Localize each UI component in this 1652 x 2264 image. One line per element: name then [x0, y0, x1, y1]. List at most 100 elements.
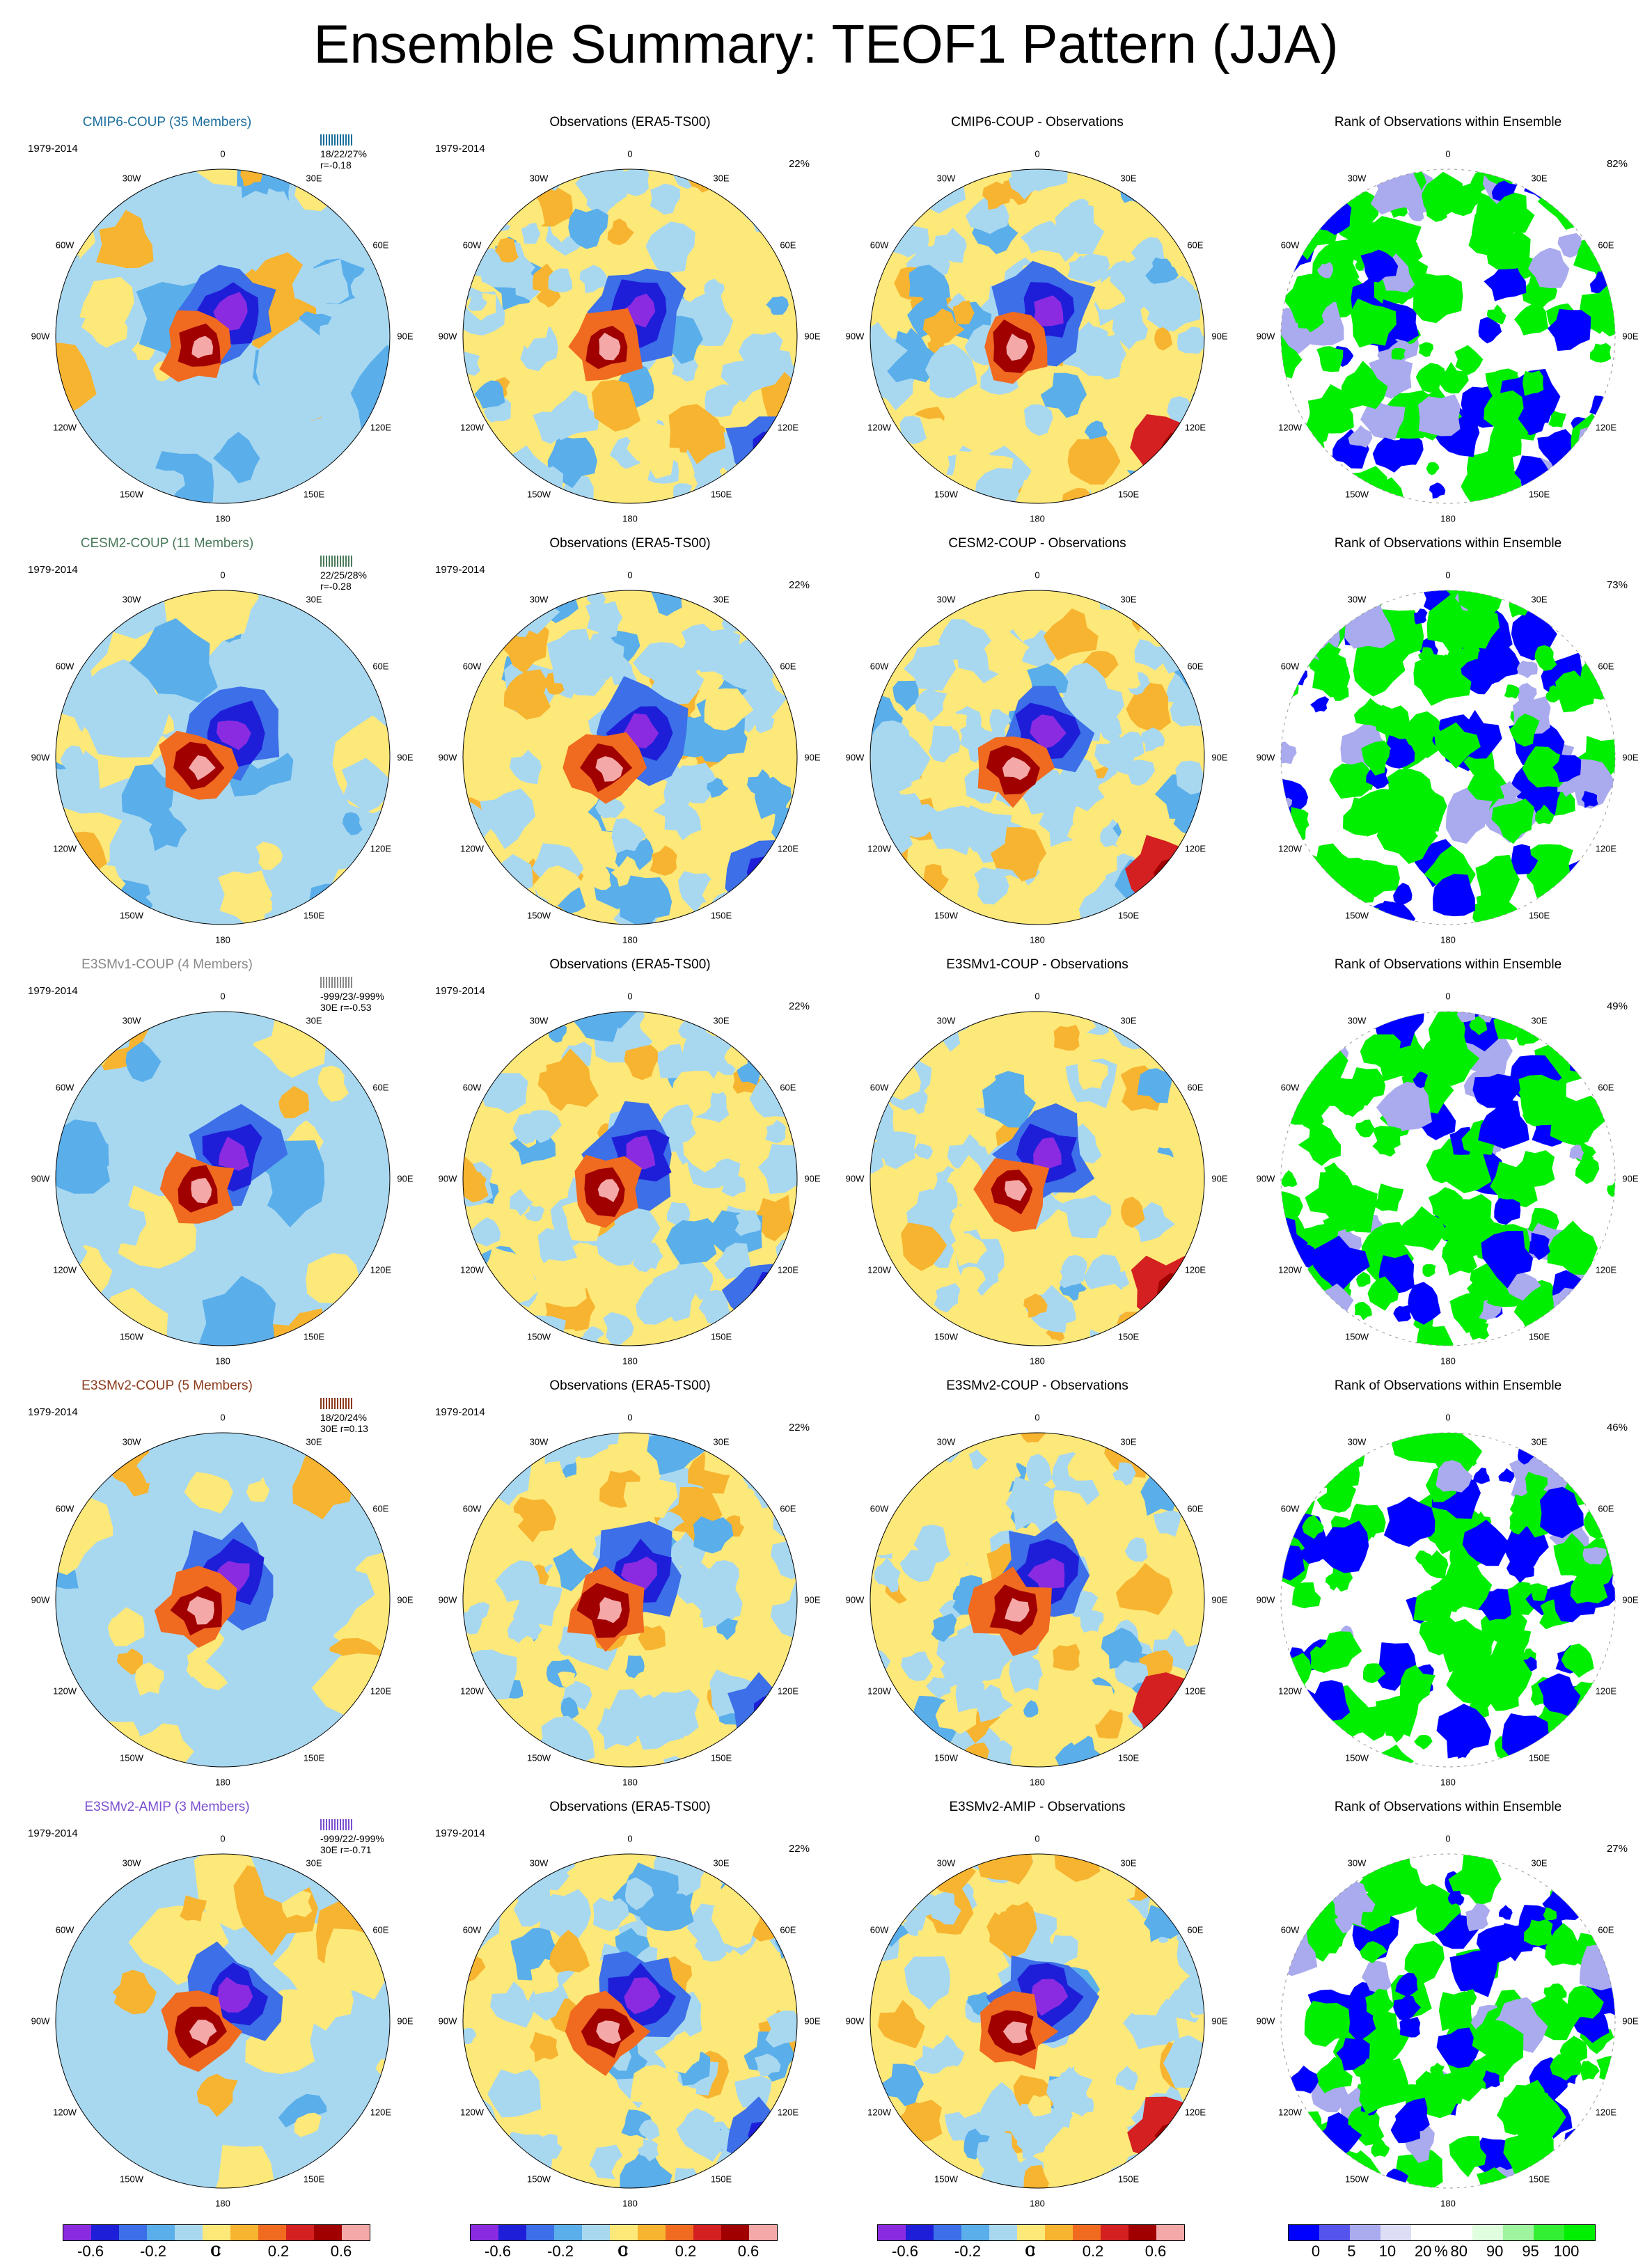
polar-map [55, 590, 391, 925]
correlation-line: r=-0.28 [320, 581, 352, 592]
longitude-label: 0 [1445, 1833, 1451, 1844]
colorbar-tick-label: 0.6 [737, 2242, 760, 2260]
colorbar-tick-label: -0.6 [485, 2242, 511, 2260]
longitude-label: 150E [1117, 910, 1140, 921]
longitude-label: 60E [1187, 661, 1204, 672]
colorbar-unit: C [210, 2242, 221, 2260]
longitude-label: 60E [1598, 1503, 1614, 1514]
longitude-label: 120W [460, 2107, 485, 2118]
longitude-label: 150E [1117, 1331, 1140, 1342]
longitude-label: 30W [529, 1015, 549, 1026]
longitude-label: 90W [1256, 1594, 1275, 1605]
longitude-label: 120W [867, 1264, 892, 1275]
colorbar-tick-label: -0.2 [547, 2242, 574, 2260]
longitude-label: 30W [529, 1857, 549, 1869]
panel-title: Observations (ERA5-TS00) [549, 115, 711, 129]
longitude-label: 90E [397, 2015, 414, 2027]
longitude-label: 90E [1622, 1173, 1639, 1184]
longitude-label: 60W [1280, 239, 1300, 251]
longitude-label: 150W [934, 1331, 958, 1342]
longitude-label: 0 [1445, 148, 1451, 159]
longitude-label: 90E [1211, 331, 1228, 342]
longitude-label: 60E [1598, 661, 1614, 672]
colorbar-tick-label: -0.6 [892, 2242, 918, 2260]
longitude-label: 150W [934, 1752, 958, 1763]
longitude-label: 120E [370, 1685, 392, 1697]
model-panel: E3SMv1-COUP (4 Members) 1979-2014 -999/23/… [28, 957, 418, 1375]
longitude-label: 90E [1211, 752, 1228, 763]
longitude-label: 30W [936, 1015, 956, 1026]
longitude-label: 150E [710, 910, 732, 921]
longitude-label: 60W [870, 1082, 889, 1093]
longitude-label: 120E [1595, 843, 1617, 854]
longitude-label: 0 [627, 569, 633, 581]
longitude-label: 0 [1035, 569, 1040, 581]
longitude-label: 150E [710, 489, 732, 500]
longitude-label: 150W [1345, 1331, 1369, 1342]
longitude-label: 180 [215, 1777, 230, 1788]
longitude-label: 180 [215, 2198, 230, 2209]
year-range: 1979-2014 [28, 1827, 78, 1839]
rank-panel: Rank of Observations within Ensemble 46% 0… [1253, 1378, 1643, 1796]
longitude-label: 30W [1347, 1857, 1367, 1869]
longitude-label: 120W [867, 422, 892, 433]
longitude-label: 30W [1347, 1015, 1367, 1026]
longitude-label: 150E [710, 1331, 732, 1342]
longitude-label: 90W [845, 1594, 865, 1605]
longitude-label: 60W [462, 1082, 482, 1093]
polar-map [1280, 168, 1616, 504]
correlation-line: 30E r=-0.71 [320, 1844, 372, 1855]
longitude-label: 120E [777, 1264, 799, 1275]
longitude-label: 150W [527, 910, 551, 921]
year-range: 1979-2014 [435, 985, 485, 997]
longitude-label: 120E [1184, 2107, 1206, 2118]
polar-map [55, 168, 391, 504]
longitude-label: 150W [527, 489, 551, 500]
longitude-label: 30W [936, 594, 956, 605]
longitude-label: 90W [438, 1594, 457, 1605]
stats-line: -999/23/-999% [320, 991, 384, 1002]
ensemble-stats: 18/20/24% 30E r=0.13 [320, 1412, 368, 1434]
longitude-label: 30E [1531, 1015, 1548, 1026]
longitude-label: 60E [372, 1503, 389, 1514]
longitude-label: 0 [627, 148, 633, 159]
colorbar-tick-label: 10 [1378, 2242, 1397, 2260]
longitude-label: 60W [55, 1082, 74, 1093]
longitude-label: 120E [1184, 1685, 1206, 1697]
longitude-label: 60E [780, 239, 796, 251]
colorbar-tick-label: -0.2 [954, 2242, 981, 2260]
diverging-colorbar [470, 2224, 778, 2241]
longitude-label: 0 [627, 991, 633, 1002]
longitude-label: 90E [804, 1173, 821, 1184]
longitude-label: 120E [370, 1264, 392, 1275]
longitude-label: 150W [120, 489, 143, 500]
longitude-label: 150W [1345, 489, 1369, 500]
longitude-label: 90E [1622, 752, 1639, 763]
longitude-label: 120W [53, 1264, 77, 1275]
rank-colorbar [1288, 2224, 1596, 2241]
longitude-label: 30W [122, 1436, 141, 1447]
diff-panel: CESM2-COUP - Observations 0 30E 60E 90E 120E 1… [842, 536, 1232, 954]
longitude-label: 90E [1211, 2015, 1228, 2027]
longitude-label: 120W [53, 422, 77, 433]
longitude-label: 90W [438, 752, 457, 763]
polar-map [462, 1432, 798, 1768]
longitude-label: 150W [527, 2173, 551, 2185]
colorbar-unit: % [1434, 2242, 1448, 2260]
longitude-label: 30W [122, 173, 141, 184]
longitude-label: 150E [303, 1331, 325, 1342]
longitude-label: 150E [1528, 2173, 1550, 2185]
longitude-label: 150E [1528, 489, 1550, 500]
colorbar-tick-label: 5 [1347, 2242, 1356, 2260]
colorbar-tick-label: 0.6 [330, 2242, 352, 2260]
longitude-label: 120W [867, 2107, 892, 2118]
obs-panel: Observations (ERA5-TS00) 1979-2014 22% 0 30E… [435, 1378, 825, 1796]
longitude-label: 150E [710, 1752, 732, 1763]
longitude-label: 0 [627, 1833, 633, 1844]
longitude-label: 30E [1120, 173, 1137, 184]
longitude-label: 0 [1035, 1833, 1040, 1844]
longitude-label: 90E [397, 331, 414, 342]
member-ticks [320, 1398, 352, 1409]
panel-title: CESM2-COUP - Observations [948, 536, 1126, 551]
longitude-label: 0 [220, 991, 226, 1002]
